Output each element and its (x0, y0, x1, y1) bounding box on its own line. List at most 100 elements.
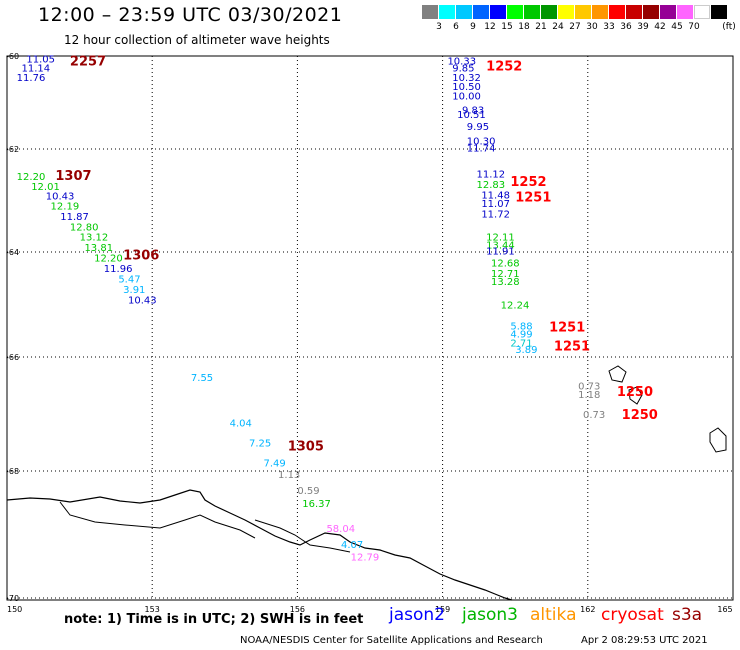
longitude-label: 153 (145, 605, 160, 614)
scale-swatch (626, 5, 642, 19)
scale-tick-label: 27 (569, 22, 581, 32)
scale-tick-label: 70 (688, 22, 700, 32)
wave-height-value: 11.05 (26, 54, 55, 65)
wave-height-value: 13.81 (84, 243, 113, 254)
scale-tick-label: 42 (654, 22, 666, 32)
legend-altika: altika (530, 605, 577, 625)
pass-time-label: 1252 (510, 175, 546, 190)
wave-height-value: 9.83 (462, 105, 484, 116)
scale-tick-label: 18 (518, 22, 530, 32)
coastline-inlet-2 (254, 519, 351, 553)
longitude-label: 162 (580, 605, 595, 614)
wave-height-value: 5.47 (118, 274, 140, 285)
scale-tick-label: 33 (603, 22, 615, 32)
wave-height-value: 11.91 (486, 246, 515, 257)
longitude-label: 159 (435, 605, 450, 614)
wave-height-value: 11.76 (17, 73, 46, 84)
antarctic-coastline (6, 489, 513, 601)
wave-height-value: 4.07 (341, 540, 363, 551)
longitude-label: 150 (7, 605, 22, 614)
wave-height-value: 10.50 (452, 82, 481, 93)
wave-height-value: 11.48 (481, 190, 510, 201)
scale-swatch (456, 5, 472, 19)
scale-tick-label: 6 (453, 22, 459, 32)
scale-tick-label: 24 (552, 22, 564, 32)
scale-tick-label: 15 (501, 22, 513, 32)
scale-tick-label: 30 (586, 22, 598, 32)
coastline-inlet (59, 501, 256, 539)
island-2 (628, 386, 643, 405)
wave-height-value: 12.20 (17, 172, 46, 183)
scale-swatch (575, 5, 591, 19)
wave-height-value: 11.12 (476, 170, 505, 181)
wave-height-value: 10.43 (128, 295, 157, 306)
wave-height-value: 12.68 (491, 259, 520, 270)
island-1 (608, 365, 627, 383)
scale-tick-label: 45 (671, 22, 683, 32)
wave-height-value: 12.80 (70, 222, 99, 233)
pass-time-label: 1306 (123, 249, 159, 264)
wave-height-value: 4.04 (230, 419, 252, 430)
latitude-label: -62 (6, 145, 19, 154)
wave-height-value: 13.12 (80, 233, 109, 244)
page-subtitle: 12 hour collection of altimeter wave hei… (64, 33, 330, 47)
latitude-label: -70 (6, 594, 19, 603)
wave-height-value: 10.00 (452, 92, 481, 103)
scale-swatch (558, 5, 574, 19)
pass-time-label: 1307 (55, 169, 91, 184)
wave-height-value: 3.89 (515, 345, 537, 356)
page-title: 12:00 – 23:59 UTC 03/30/2021 (38, 4, 343, 26)
wave-height-value: 11.72 (481, 209, 510, 220)
wave-height-value: 11.07 (481, 199, 510, 210)
wave-height-value: 12.19 (51, 202, 80, 213)
scale-swatch (711, 5, 727, 19)
wave-height-value: 10.30 (467, 137, 496, 148)
wave-height-value: 11.87 (60, 212, 89, 223)
observation-labels: 11.0511.1411.7612.2012.0110.4312.1911.87… (17, 54, 606, 563)
wave-height-value: 10.33 (447, 57, 476, 68)
wave-height-value: 10.51 (457, 110, 486, 121)
footer-credit: NOAA/NESDIS Center for Satellite Applica… (240, 635, 543, 646)
legend-cryosat: cryosat (601, 605, 664, 625)
legend-s3a: s3a (672, 605, 703, 625)
wave-height-value: 7.55 (191, 373, 213, 384)
scale-swatch (592, 5, 608, 19)
wave-height-value: 7.25 (249, 439, 271, 450)
scale-unit: (ft) (722, 22, 736, 32)
scale-tick-label: 21 (535, 22, 547, 32)
wave-height-value: 9.95 (467, 122, 489, 133)
latitude-label: -64 (6, 248, 19, 257)
wave-height-value: 12.11 (486, 233, 515, 244)
pass-time-label: 2257 (70, 55, 106, 70)
coastline (6, 365, 727, 601)
wave-height-value: 7.49 (264, 458, 286, 469)
latitude-label: -66 (6, 353, 19, 362)
pass-time-label: 1250 (617, 385, 653, 400)
scale-swatch (490, 5, 506, 19)
wave-height-value: 9.85 (452, 64, 474, 75)
pass-time-label: 1250 (622, 408, 658, 423)
time-labels: 2257130713061252125212511251125112501250… (55, 55, 657, 455)
footer-timestamp: Apr 2 08:29:53 UTC 2021 (581, 635, 708, 646)
pass-time-label: 1251 (549, 321, 585, 336)
scale-swatch (524, 5, 540, 19)
scale-swatch (541, 5, 557, 19)
latitude-label: -68 (6, 467, 19, 476)
wave-height-value: 13.44 (486, 240, 515, 251)
scale-tick-label: 12 (484, 22, 496, 32)
wave-height-value: 5.88 (510, 322, 532, 333)
scale-tick-label: 39 (637, 22, 649, 32)
latitude-label: -60 (6, 52, 19, 61)
scale-swatch (643, 5, 659, 19)
wave-height-value: 12.79 (351, 553, 380, 564)
scale-swatch (677, 5, 693, 19)
scale-tick-label: 3 (436, 22, 442, 32)
scale-swatch (694, 5, 710, 19)
graticule: -60 -62 -64 -66 -68 -70 150 153 156 159 162 165 (6, 52, 734, 614)
longitude-label: 165 (717, 605, 732, 614)
scale-swatch (422, 5, 438, 19)
wave-height-value: 10.43 (46, 191, 75, 202)
legend-jason3: jason3 (462, 605, 518, 625)
wave-height-value: 12.24 (501, 301, 530, 312)
wave-height-value: 0.73 (583, 410, 605, 421)
